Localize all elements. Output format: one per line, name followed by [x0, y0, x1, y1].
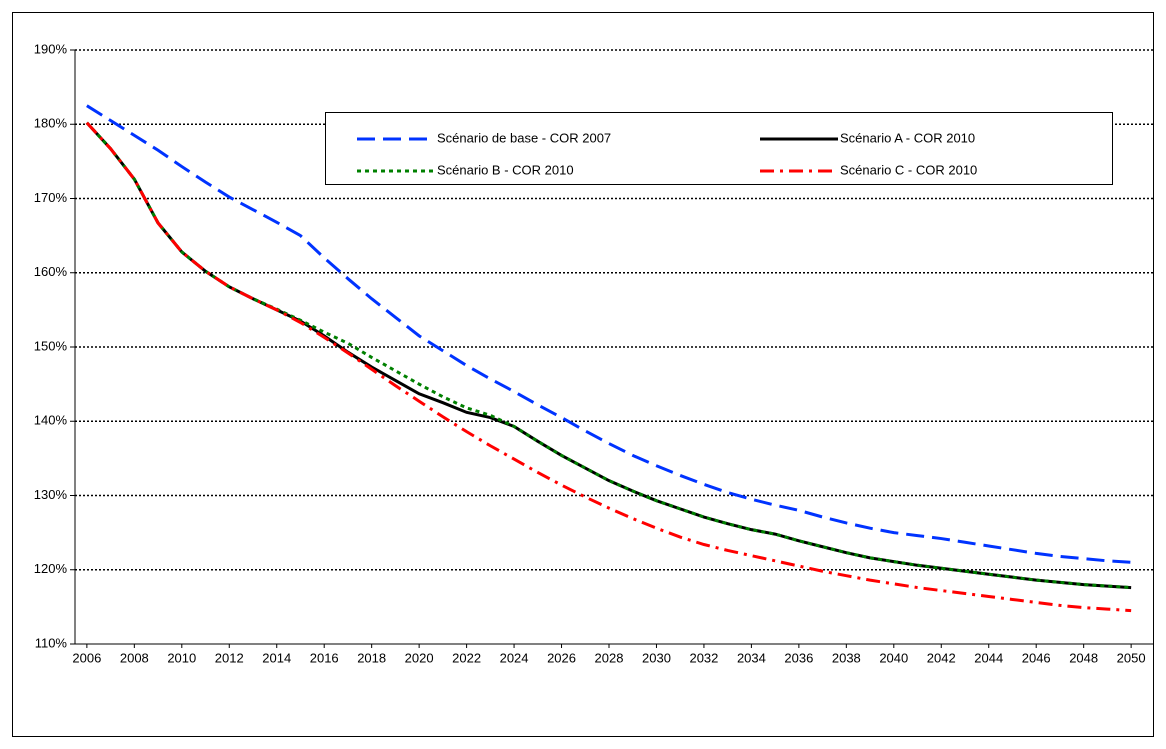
x-tick-label: 2022 [452, 650, 481, 665]
legend-label: Scénario de base - COR 2007 [437, 130, 611, 145]
x-tick-label: 2050 [1117, 650, 1146, 665]
x-tick-label: 2024 [500, 650, 529, 665]
x-tick-label: 2040 [879, 650, 908, 665]
x-tick-label: 2038 [832, 650, 861, 665]
x-tick-label: 2014 [262, 650, 291, 665]
y-tick-label: 190% [34, 41, 68, 56]
legend-label: Scénario B - COR 2010 [437, 162, 574, 177]
x-tick-label: 2042 [927, 650, 956, 665]
x-tick-label: 2046 [1022, 650, 1051, 665]
y-tick-label: 110% [35, 635, 68, 650]
x-tick-label: 2026 [547, 650, 576, 665]
series-line [85, 121, 1132, 613]
y-tick-label: 130% [34, 487, 68, 502]
x-tick-label: 2030 [642, 650, 671, 665]
y-tick-label: 150% [34, 338, 68, 353]
y-tick-label: 120% [34, 561, 68, 576]
x-tick-label: 2008 [120, 650, 149, 665]
y-tick-label: 140% [34, 413, 68, 428]
x-tick-label: 2016 [310, 650, 339, 665]
y-tick-label: 170% [34, 190, 68, 205]
series-line [85, 121, 1132, 590]
x-tick-label: 2020 [405, 650, 434, 665]
x-tick-label: 2006 [72, 650, 101, 665]
x-tick-label: 2036 [784, 650, 813, 665]
x-tick-label: 2028 [595, 650, 624, 665]
x-tick-label: 2032 [689, 650, 718, 665]
y-tick-label: 160% [34, 264, 68, 279]
x-tick-label: 2034 [737, 650, 766, 665]
x-tick-label: 2018 [357, 650, 386, 665]
y-tick-label: 180% [34, 116, 68, 131]
legend-label: Scénario C - COR 2010 [840, 162, 977, 177]
x-tick-label: 2012 [215, 650, 244, 665]
legend-box [325, 112, 1113, 185]
x-tick-label: 2044 [974, 650, 1003, 665]
x-tick-label: 2010 [167, 650, 196, 665]
legend-label: Scénario A - COR 2010 [840, 130, 975, 145]
x-tick-label: 2048 [1069, 650, 1098, 665]
